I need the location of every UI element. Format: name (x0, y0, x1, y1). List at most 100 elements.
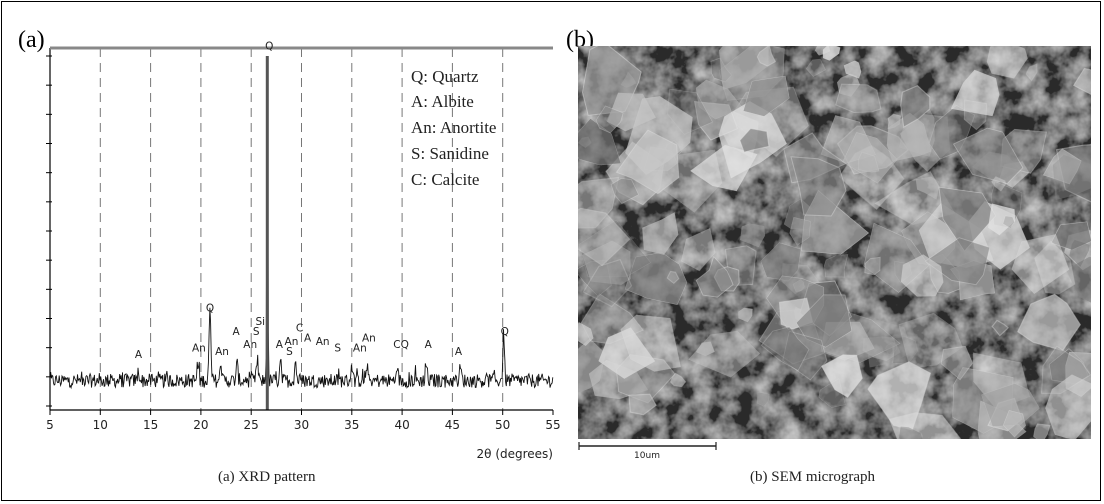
sem-grain (822, 46, 841, 61)
sem-grain (620, 314, 681, 372)
x-tick-label: 25 (244, 418, 259, 432)
peak-label: A (304, 333, 312, 345)
peak-label: An (192, 342, 206, 354)
sem-grain (940, 345, 974, 381)
peak-label: A (455, 346, 463, 358)
sem-grain (986, 46, 1028, 79)
sem-grain (805, 58, 826, 77)
main-peak (265, 56, 269, 410)
sem-grain (739, 127, 770, 154)
peak-label: A (135, 349, 143, 361)
x-tick-label: 45 (445, 418, 460, 432)
legend-entry-albite: A: Albite (411, 92, 474, 111)
sem-grain (756, 46, 777, 67)
sem-grain (642, 212, 679, 255)
peak-label: A (425, 339, 433, 351)
sem-grain (865, 319, 912, 368)
sem-grain (885, 342, 898, 355)
sem-grain (835, 83, 882, 114)
sem-grain (1025, 63, 1038, 82)
peak-label: A (233, 326, 241, 338)
sem-grain (792, 279, 805, 293)
peak-label: An (243, 339, 257, 351)
sem-grain (1002, 215, 1016, 229)
caption-sem: (b) SEM micrograph (750, 469, 875, 485)
legend-entry-sanidine: S: Sanidine (411, 144, 489, 163)
x-tick-label: 40 (394, 418, 409, 432)
sem-grain (582, 258, 633, 308)
sem-grain (719, 46, 769, 90)
sem-grain (991, 176, 1007, 192)
sem-grain (615, 129, 680, 195)
sem-grain (669, 372, 687, 388)
sem-grain (864, 256, 881, 276)
sem-grain (1069, 239, 1090, 268)
sem-grain (578, 118, 622, 166)
sem-grain (991, 319, 1010, 337)
sem-micrograph (578, 46, 1091, 439)
sem-grain (950, 69, 1000, 117)
x-axis-label: 2θ (degrees) (477, 447, 553, 461)
sem-grain (928, 104, 976, 160)
legend: Q: Quartz A: Albite An: Anortite S: Sani… (411, 67, 496, 189)
xrd-trace (49, 108, 554, 390)
peak-label: S (286, 346, 293, 358)
sem-grain (610, 178, 640, 204)
sem-grain (790, 156, 847, 217)
sem-grain (695, 255, 734, 298)
sem-grain (695, 341, 715, 357)
sem-grain (820, 354, 863, 398)
sem-grain (782, 330, 828, 381)
sem-grain (915, 176, 939, 200)
sem-grain (900, 254, 944, 297)
peak-label: An (353, 342, 367, 354)
sem-grain (988, 203, 1016, 236)
peak-label: Q (206, 303, 214, 315)
x-tick-label: 55 (545, 418, 560, 432)
sem-grain (695, 79, 743, 120)
sem-grain (1052, 155, 1091, 200)
peak-label: An (316, 336, 330, 348)
x-tick-label: 20 (193, 418, 208, 432)
sem-grain (823, 254, 849, 278)
sem-grain (624, 252, 688, 305)
sem-grain (1045, 374, 1091, 439)
sem-grain (628, 393, 657, 416)
legend-entry-calcite: C: Calcite (411, 170, 479, 189)
x-tick-label: 30 (294, 418, 309, 432)
sem-grain (867, 361, 932, 431)
sem-grain (760, 326, 810, 372)
sem-grain (1034, 240, 1076, 295)
x-tick-label: 35 (344, 418, 359, 432)
sem-grain (886, 112, 932, 162)
x-tick-label: 10 (93, 418, 108, 432)
sem-grain (952, 127, 1024, 184)
sem-grain (743, 75, 790, 117)
peak-label: Q (501, 326, 509, 338)
sem-grain (595, 105, 624, 134)
sem-grain (578, 322, 594, 346)
scale-bar-label: 10um (634, 451, 660, 461)
sem-grain (738, 307, 753, 323)
legend-entry-quartz: Q: Quartz (411, 67, 479, 86)
sem-grain (843, 60, 862, 79)
x-tick-label: 15 (143, 418, 158, 432)
sem-grain (688, 330, 761, 378)
peak-label: C (296, 323, 303, 335)
sem-grain (1050, 221, 1091, 251)
peak-label: S (334, 342, 341, 354)
sem-grain (666, 270, 680, 285)
sem-grain (680, 227, 716, 272)
legend-entry-anortite: An: Anortite (411, 118, 496, 137)
peak-label: An (215, 346, 229, 358)
sem-grain (690, 144, 758, 192)
peak-label: An (285, 336, 299, 348)
caption-xrd: (a) XRD pattern (218, 469, 316, 485)
sem-grain (898, 426, 923, 439)
sem-grain (900, 85, 931, 128)
sem-grain (578, 207, 631, 267)
panel-a-label: (a) (18, 27, 45, 53)
sem-grain (795, 294, 853, 348)
